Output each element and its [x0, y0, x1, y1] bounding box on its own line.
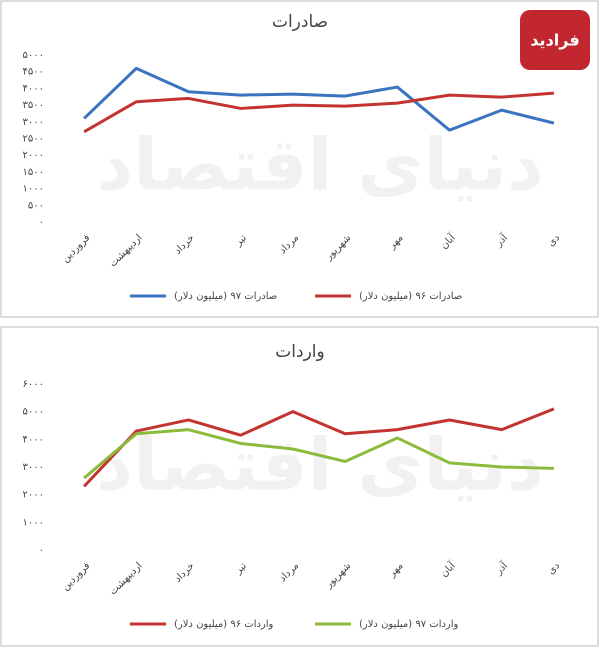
watermark: دنیای اقتصاد: [96, 123, 544, 207]
y-tick-label: ۳۵۰۰: [23, 100, 44, 111]
logo-box: [520, 10, 590, 70]
chart-title: واردات: [275, 342, 324, 362]
y-tick-label: ۱۰۰۰: [23, 184, 44, 195]
y-tick-label: ۱۵۰۰: [23, 167, 44, 178]
y-tick-label: ۵۰۰۰: [23, 50, 44, 61]
y-tick-label: ۲۵۰۰: [23, 134, 44, 145]
panel: [0, 0, 599, 318]
legend-label: واردات ۹۶ (میلیون دلار): [174, 619, 274, 630]
panel: [0, 326, 599, 647]
series-line: [83, 428, 554, 480]
y-tick-label: ۰: [39, 217, 44, 228]
y-tick-label: ۵۰۰۰: [23, 407, 44, 418]
y-tick-label: ۵۰۰: [28, 200, 44, 211]
series-line: [83, 91, 555, 134]
series-line: [83, 407, 555, 488]
y-tick-label: ۴۰۰۰: [23, 83, 44, 94]
y-tick-label: ۲۰۰۰: [23, 490, 44, 501]
legend-label: صادرات ۹۷ (میلیون دلار): [174, 291, 277, 302]
series-line: [83, 66, 555, 132]
y-tick-label: ۴۰۰۰: [23, 434, 44, 445]
y-tick-label: ۲۰۰۰: [23, 150, 44, 161]
legend-label: واردات ۹۷ (میلیون دلار): [359, 619, 459, 630]
logo: فرادید: [530, 31, 579, 50]
y-tick-label: ۳۰۰۰: [23, 462, 44, 473]
y-tick-label: ۰: [39, 545, 44, 556]
y-tick-label: ۱۰۰۰: [23, 517, 44, 528]
chart-title: صادرات: [272, 12, 328, 32]
y-tick-label: ۶۰۰۰: [23, 379, 44, 390]
y-tick-label: ۴۵۰۰: [23, 67, 44, 78]
y-tick-label: ۳۰۰۰: [23, 117, 44, 128]
legend-label: صادرات ۹۶ (میلیون دلار): [359, 291, 462, 302]
